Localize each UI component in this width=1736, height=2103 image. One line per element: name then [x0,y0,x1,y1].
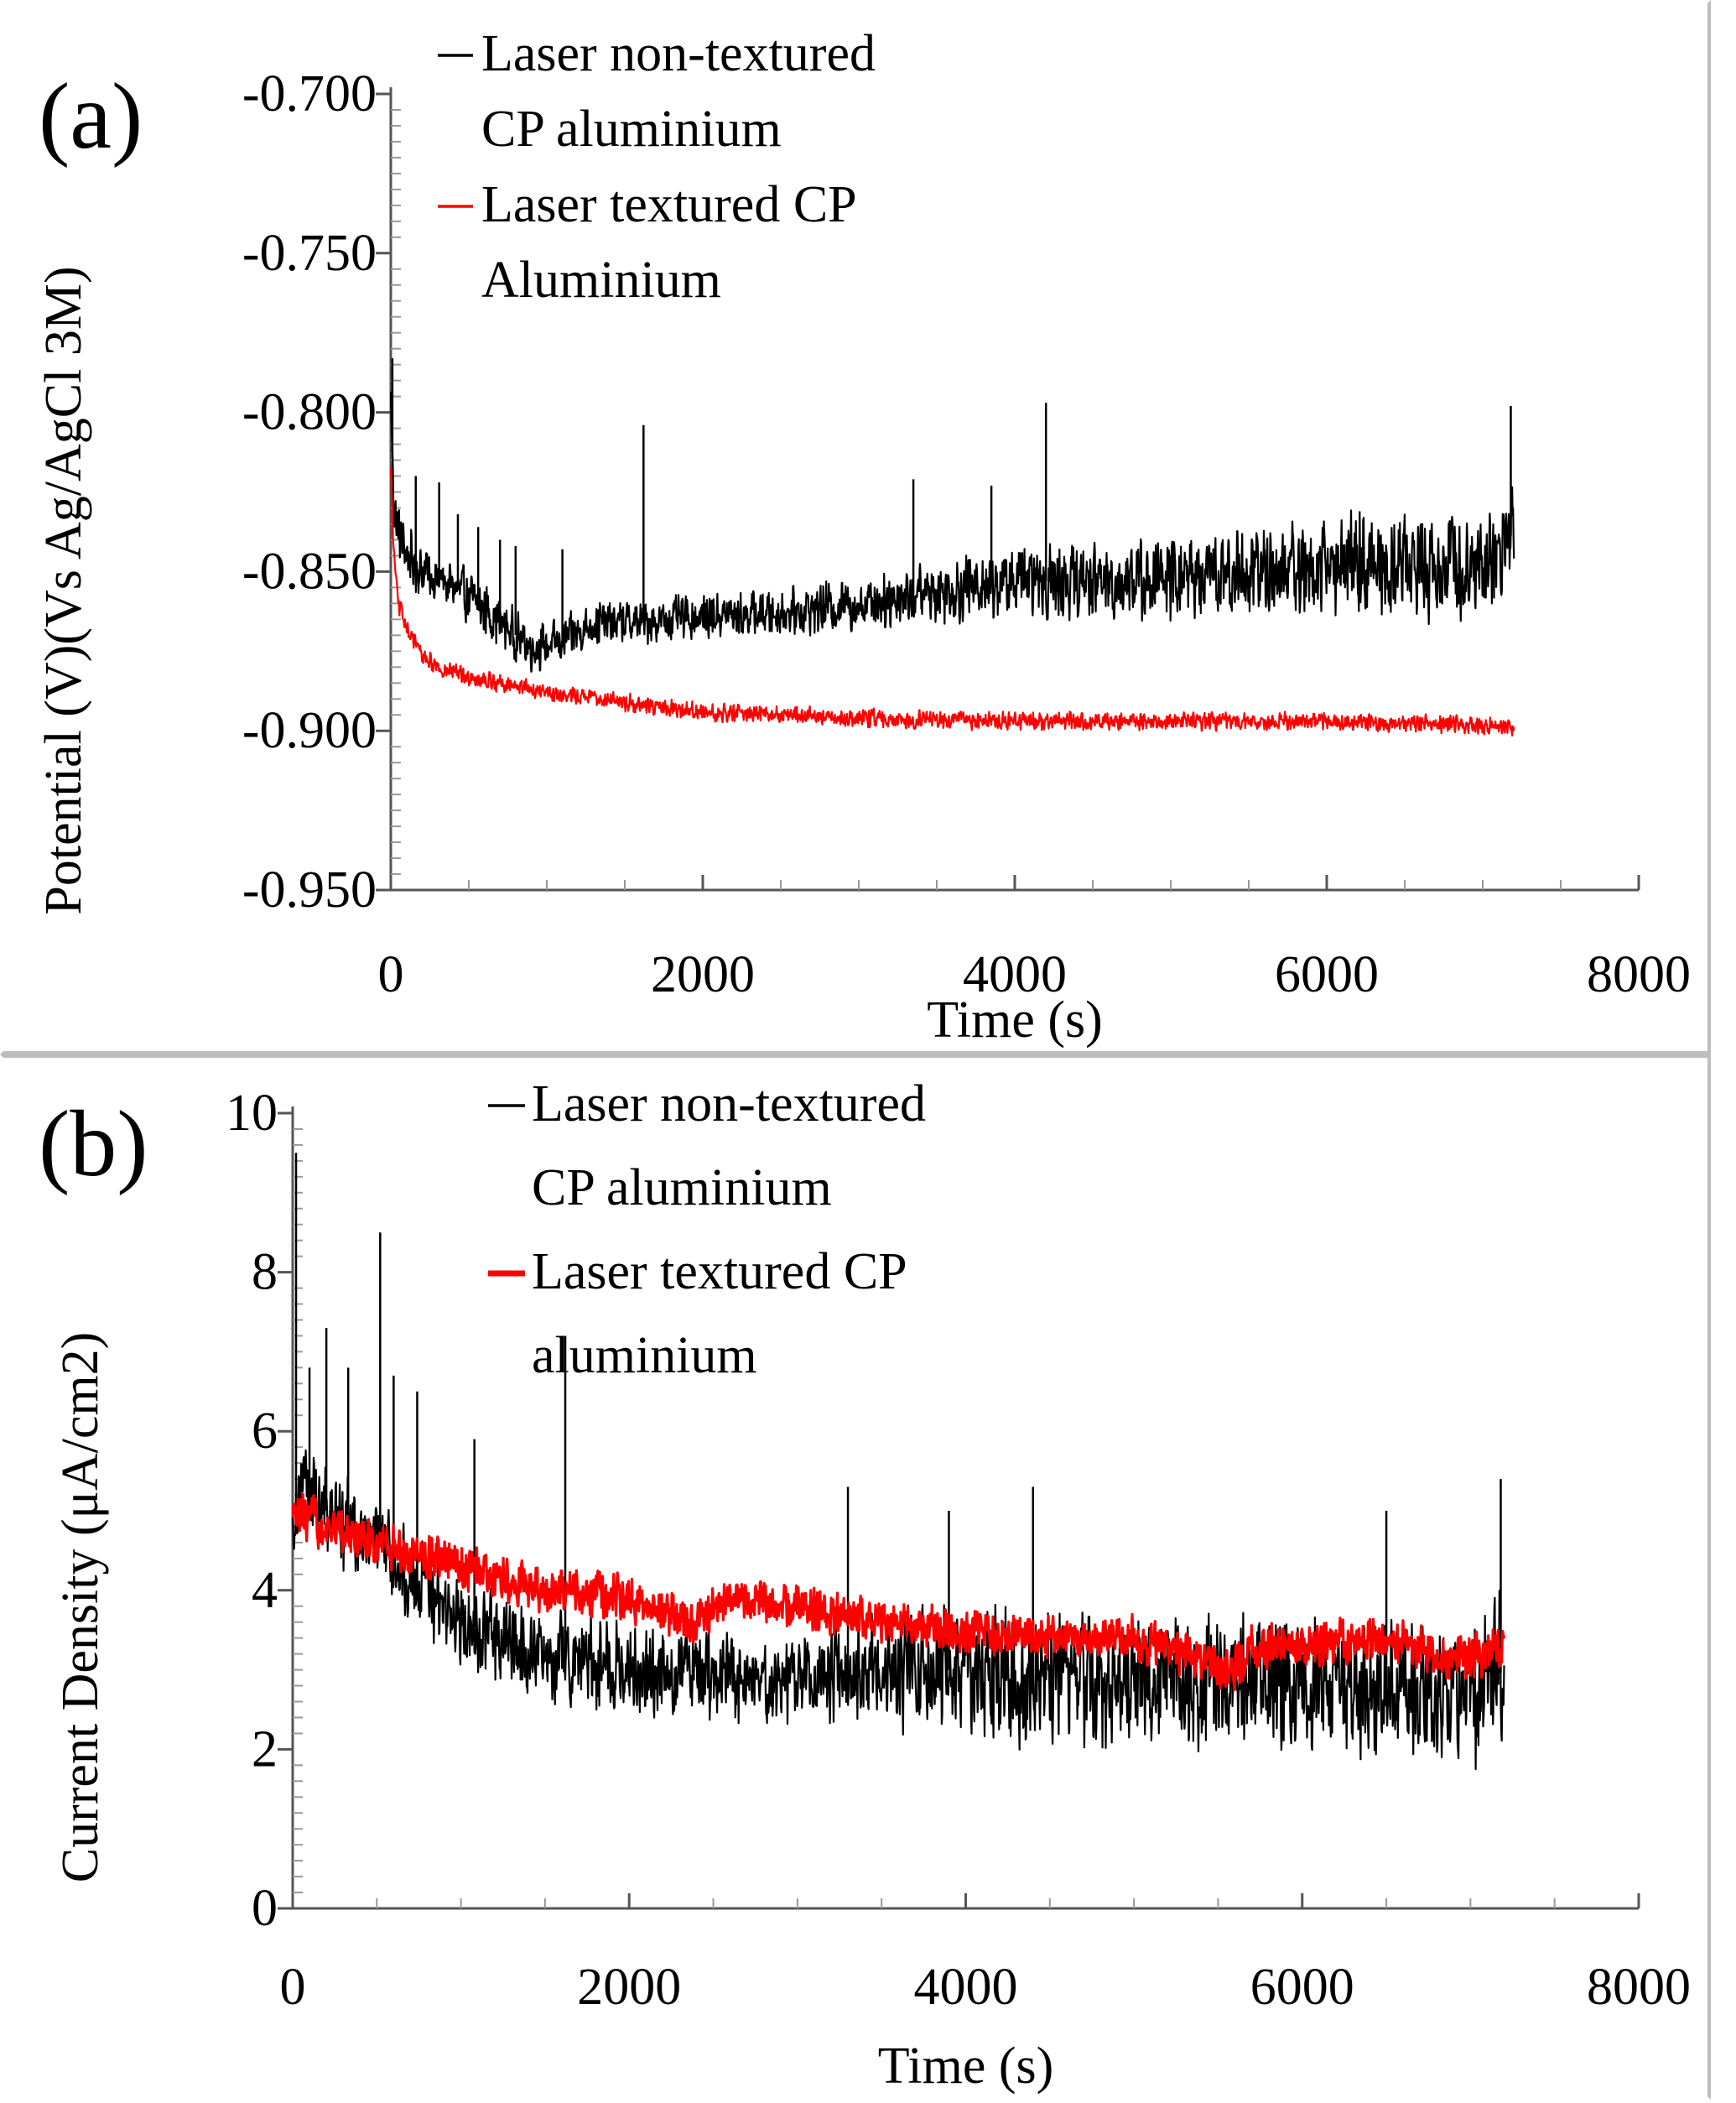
y-tick-label: -0.850 [242,543,377,600]
y-tick-label: 0 [252,1880,278,1937]
series-line-1 [389,391,1515,673]
legend-label: aluminium [532,1327,757,1384]
x-tick-label: 4000 [914,1959,1018,2016]
legend-label: Laser textured CP [532,1243,907,1300]
series-line-1 [291,1449,1505,1771]
legend-label: CP aluminium [532,1159,832,1216]
y-axis-title: Potential (V)(Vs Ag/AgCl 3M) [35,266,92,914]
chart-a-svg: (a) Potential (V)(Vs Ag/AgCl 3M) Time (s) -… [35,25,1691,1049]
series-line-2 [389,466,1515,737]
y-tick-label: 6 [252,1403,278,1460]
x-tick-label: 0 [280,1959,306,2016]
x-tick-label: 8000 [1587,1959,1691,2016]
x-tick-label: 6000 [1250,1959,1354,2016]
chart-b-svg: (b) Current Density (μA/cm2) Time (s) 10 8 6 4… [39,1075,1691,2095]
panel-a: (a) Potential (V)(Vs Ag/AgCl 3M) Time (s) -… [0,0,1711,1054]
x-tick-label: 2000 [577,1959,681,2016]
x-axis-title: Time (s) [878,2038,1054,2095]
panel-label: (a) [39,65,143,169]
panel-b: (b) Current Density (μA/cm2) Time (s) 10 8 6 4… [0,1054,1711,2100]
legend-label: Laser textured CP [481,176,857,233]
y-tick-label: 2 [252,1720,278,1778]
panel-label: (b) [39,1092,148,1196]
x-tick-label: 2000 [651,946,755,1003]
legend-label: CP aluminium [481,101,782,158]
x-tick-label: 8000 [1587,946,1691,1003]
y-tick-label: -0.900 [242,702,377,759]
y-tick-label: -0.950 [242,862,377,919]
y-tick-label: 8 [252,1244,278,1301]
legend-label: Aluminium [481,252,721,309]
legend-label: Laser non-textured [532,1075,926,1132]
legend-label: Laser non-textured [481,25,876,82]
x-tick-label: 6000 [1275,946,1379,1003]
y-tick-label: -0.800 [242,384,377,441]
y-tick-label: -0.700 [242,65,377,122]
y-tick-label: -0.750 [242,225,377,282]
series-line-2 [291,1492,1506,1692]
x-axis-title: Time (s) [927,992,1103,1049]
y-tick-label: 4 [252,1562,278,1619]
y-axis-title: Current Density (μA/cm2) [52,1332,109,1883]
x-tick-label: 0 [378,946,404,1003]
y-tick-label: 10 [226,1085,278,1142]
x-tick-label: 4000 [963,946,1067,1003]
